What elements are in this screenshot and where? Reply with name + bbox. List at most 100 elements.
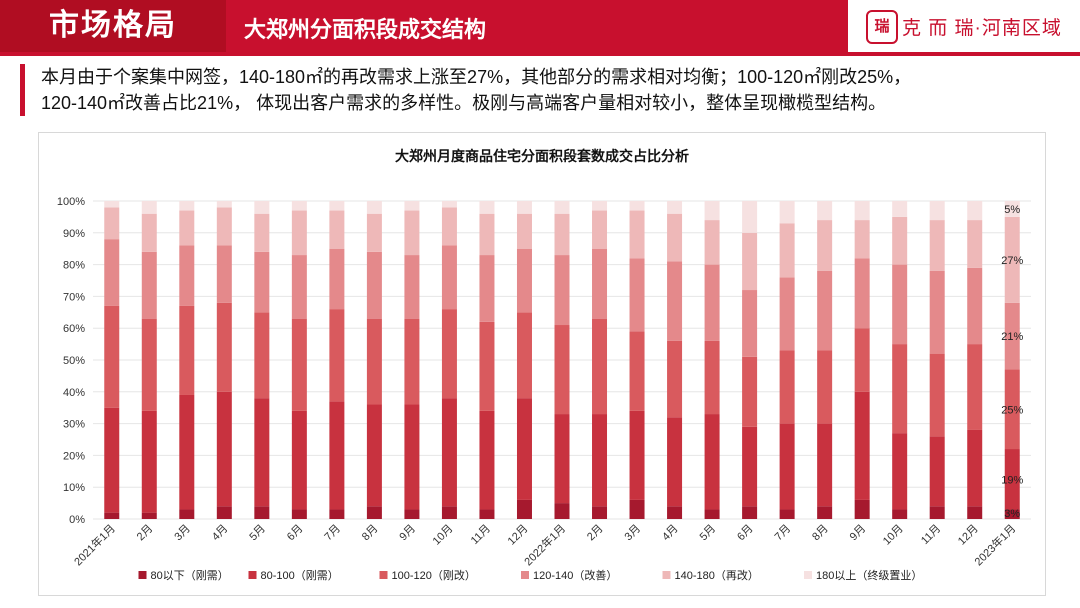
bar-segment <box>817 506 833 519</box>
bar-segment <box>592 318 608 415</box>
bar-segment <box>179 201 195 211</box>
data-label: 27% <box>1001 255 1023 267</box>
bar-segment <box>254 312 270 399</box>
x-tick-label: 8月 <box>360 523 381 544</box>
bar-segment <box>404 509 420 519</box>
bar-segment <box>854 391 870 500</box>
y-tick-label: 70% <box>63 291 85 303</box>
bar-segment <box>704 414 720 510</box>
bar-segment <box>516 398 532 500</box>
legend-swatch <box>248 571 257 579</box>
bar-segment <box>967 344 983 430</box>
bar-segment <box>366 213 382 252</box>
bar-segment <box>291 255 307 319</box>
page-subtitle: 大郑州分面积段成交结构 <box>244 17 487 42</box>
bar-segment <box>1004 449 1020 510</box>
bar-segment <box>667 201 683 214</box>
bar-segment <box>1004 216 1020 303</box>
bar-segment <box>1004 369 1020 450</box>
bar-segment <box>441 245 457 310</box>
bar-segment <box>742 506 758 519</box>
bar-segment <box>779 223 795 278</box>
x-tick-label: 9月 <box>848 523 869 544</box>
y-tick-label: 80% <box>63 260 85 272</box>
bar-segment <box>141 318 157 411</box>
x-tick-label: 4月 <box>660 523 681 544</box>
bar-segment <box>892 216 908 265</box>
logo-text: 克 而 瑞·河南区域 <box>902 18 1062 39</box>
bar-segment <box>329 309 345 402</box>
bar-segment <box>216 207 232 246</box>
bar-segment <box>366 201 382 214</box>
bar-segment <box>592 414 608 507</box>
chart-panel: 大郑州月度商品住宅分面积段套数成交占比分析 0% 10% 20% 30% 40% 50% 60… <box>38 132 1046 596</box>
bar-segment <box>329 248 345 310</box>
bar-segment <box>254 213 270 252</box>
bar-segment <box>216 302 232 392</box>
bar-segment <box>817 423 833 507</box>
bar-segment <box>742 232 758 291</box>
x-tick-label: 2023年1月 <box>971 521 1018 568</box>
bar-segment <box>179 245 195 306</box>
y-tick-label: 40% <box>63 387 85 399</box>
data-label: 5% <box>1004 204 1020 216</box>
x-tick-label: 8月 <box>810 523 831 544</box>
legend-label: 100-120（刚改） <box>392 568 476 582</box>
legend-label: 120-140（改善） <box>533 568 617 582</box>
bar-segment <box>216 391 232 507</box>
bar-segment <box>479 410 495 510</box>
bar-segment <box>404 404 420 510</box>
x-tick-label: 6月 <box>735 523 756 544</box>
bar-segment <box>141 512 157 519</box>
bar-segment <box>817 350 833 424</box>
bar-segment <box>817 201 833 221</box>
bar-segment <box>366 251 382 319</box>
bar-segment <box>554 201 570 214</box>
bar-segment <box>216 506 232 519</box>
bar-segment <box>967 220 983 268</box>
bar-segment <box>854 499 870 519</box>
legend-swatch <box>138 571 147 579</box>
bar-segment <box>554 325 570 415</box>
legend-swatch <box>662 571 671 579</box>
bar-segment <box>854 201 870 221</box>
bar-segment <box>216 201 232 208</box>
bar-segment <box>967 429 983 507</box>
legend-swatch <box>521 571 529 579</box>
section-title: 市场格局 <box>0 0 226 52</box>
bar-segment <box>441 398 457 507</box>
bar-segment <box>667 506 683 519</box>
bar-segment <box>929 220 945 271</box>
bar-segment <box>967 201 983 221</box>
x-tick-label: 11月 <box>919 523 943 547</box>
bar-segment <box>629 258 645 332</box>
x-tick-label: 10月 <box>431 523 456 548</box>
bar-segment <box>141 410 157 513</box>
bar-segment <box>479 509 495 519</box>
y-tick-label: 100% <box>57 196 85 208</box>
x-tick-label: 10月 <box>881 523 906 548</box>
bar-segment <box>817 220 833 271</box>
bar-segment <box>479 255 495 322</box>
bar-segment <box>516 201 532 214</box>
bar-segment <box>254 398 270 507</box>
bar-segment <box>1004 201 1020 217</box>
bar-segment <box>667 340 683 418</box>
bar-segment <box>779 350 795 424</box>
bar-segment <box>929 506 945 519</box>
bar-segment <box>441 207 457 246</box>
bar-segment <box>854 328 870 392</box>
bar-segment <box>516 499 532 519</box>
bar-segment <box>892 344 908 434</box>
y-tick-label: 30% <box>63 419 85 431</box>
bar-segment <box>1004 509 1020 519</box>
legend-label: 80以下（刚需） <box>151 569 229 582</box>
x-tick-label: 7月 <box>322 523 343 544</box>
bar-segment <box>104 512 120 519</box>
data-label: 25% <box>1001 404 1023 416</box>
bar-segment <box>592 201 608 211</box>
x-tick-label: 2月 <box>585 523 606 544</box>
bar-segment <box>854 258 870 329</box>
bar-segment <box>516 248 532 313</box>
bar-segment <box>629 201 645 211</box>
